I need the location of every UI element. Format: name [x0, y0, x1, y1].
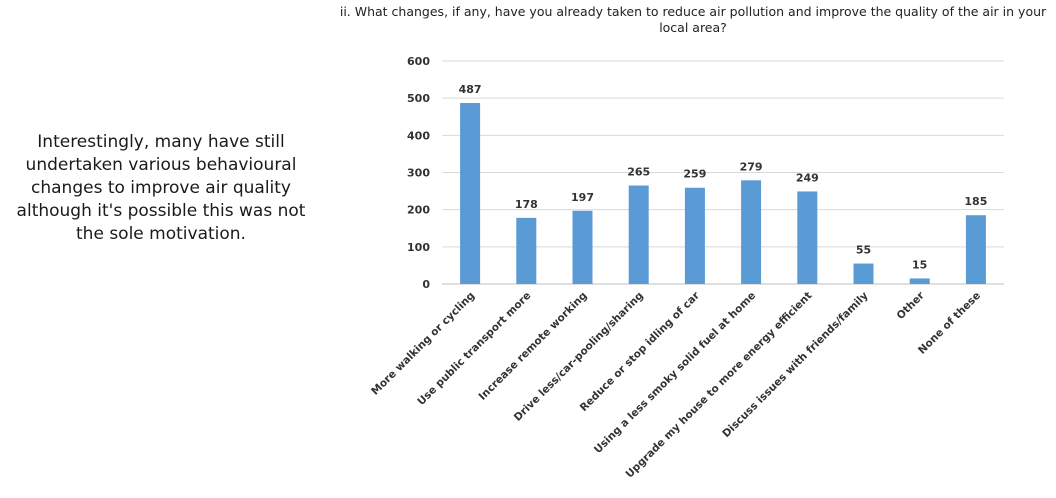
data-label: 249	[796, 171, 819, 184]
bar	[965, 215, 986, 284]
data-label: 259	[683, 168, 706, 181]
data-label: 55	[856, 244, 871, 257]
bar	[684, 187, 705, 284]
data-label: 265	[627, 166, 650, 179]
data-label: 178	[515, 198, 538, 211]
y-tick-label: 600	[407, 55, 430, 68]
category-label: Use public transport more	[415, 290, 533, 408]
chart-title: ii. What changes, if any, have you alrea…	[339, 4, 1047, 35]
category-label: Upgrade my house to more energy efficien…	[624, 290, 815, 481]
bar	[853, 263, 874, 284]
category-label: None of these	[916, 290, 983, 357]
bar	[572, 210, 593, 284]
y-tick-label: 0	[422, 278, 430, 291]
commentary-text: Interestingly, many have still undertake…	[16, 132, 306, 244]
y-tick-label: 500	[407, 92, 430, 105]
category-label: Reduce or stop idling of car	[578, 289, 703, 414]
data-label: 15	[912, 258, 927, 271]
data-label: 487	[459, 83, 482, 96]
bar	[516, 217, 537, 284]
y-tick-label: 300	[407, 167, 430, 180]
category-label: More walking or cycling	[369, 290, 477, 398]
data-label: 185	[964, 195, 987, 208]
bar	[628, 185, 649, 284]
bar	[909, 278, 930, 284]
bar	[797, 191, 818, 284]
category-label: Other	[894, 289, 927, 322]
category-label: Increase remote working	[477, 290, 590, 403]
data-label: 197	[571, 191, 594, 204]
bar	[741, 180, 762, 284]
bar	[460, 102, 481, 284]
y-tick-label: 200	[407, 204, 430, 217]
y-tick-label: 100	[407, 241, 430, 254]
data-label: 279	[740, 160, 763, 173]
y-tick-label: 400	[407, 129, 430, 142]
